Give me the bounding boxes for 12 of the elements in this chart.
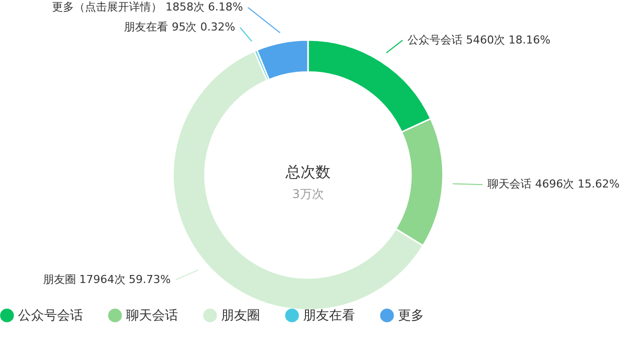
legend-label: 朋友圈 [221,308,260,324]
data-label: 聊天会话 4696次 15.62% [488,178,620,191]
legend-label: 公众号会话 [18,308,83,324]
data-label: 朋友在看 95次 0.32% [124,20,236,34]
text: 总次数 [284,163,330,181]
data-label: 更多（点击展开详情） 1858次 6.18% [52,0,243,14]
legend-label: 更多 [398,308,424,324]
text: 3万次 [292,187,324,201]
legend-label: 聊天会话 [126,308,178,324]
legend-label: 朋友在看 [303,308,355,324]
data-label: 朋友圈 17964次 59.73% [42,272,171,286]
data-label: 公众号会话 5460次 18.16% [407,33,550,46]
